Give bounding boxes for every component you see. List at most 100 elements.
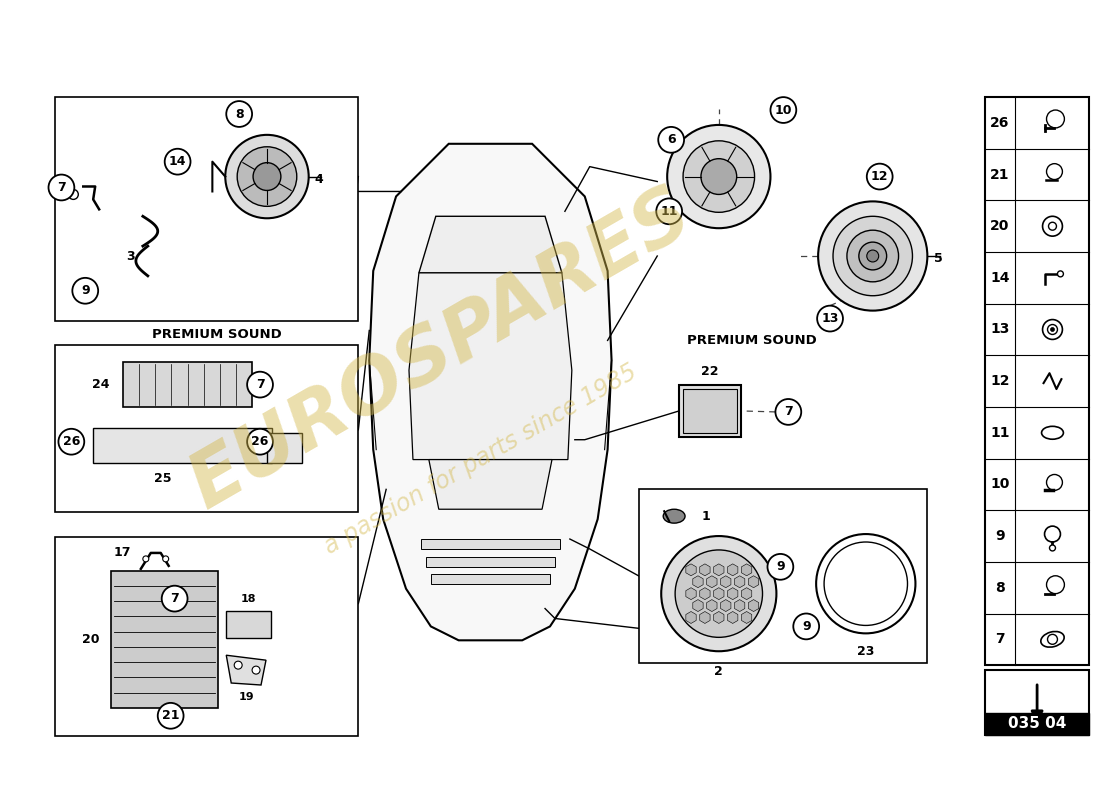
Circle shape — [668, 125, 770, 228]
Circle shape — [226, 135, 309, 218]
Text: 18: 18 — [241, 594, 256, 604]
Text: 1: 1 — [702, 510, 711, 522]
Ellipse shape — [1042, 426, 1064, 439]
Polygon shape — [370, 144, 612, 640]
Bar — [55, 97, 359, 321]
Circle shape — [847, 230, 899, 282]
Text: 7: 7 — [57, 181, 66, 194]
Polygon shape — [419, 216, 562, 273]
Text: 22: 22 — [701, 365, 718, 378]
Circle shape — [1050, 327, 1055, 331]
Circle shape — [238, 146, 297, 206]
Polygon shape — [727, 611, 738, 623]
Text: 21: 21 — [990, 167, 1010, 182]
Bar — [267, 433, 301, 462]
Text: 12: 12 — [871, 170, 889, 183]
Bar — [984, 713, 1089, 734]
Circle shape — [1046, 474, 1063, 490]
Polygon shape — [741, 588, 751, 600]
Text: 8: 8 — [235, 107, 243, 121]
Polygon shape — [741, 611, 751, 623]
Circle shape — [824, 542, 907, 626]
Circle shape — [818, 202, 927, 310]
Polygon shape — [714, 588, 724, 600]
Text: 4: 4 — [315, 173, 323, 186]
Text: 26: 26 — [251, 435, 268, 448]
Circle shape — [776, 399, 801, 425]
Circle shape — [157, 703, 184, 729]
Text: 12: 12 — [990, 374, 1010, 388]
Polygon shape — [727, 588, 738, 600]
Circle shape — [143, 556, 148, 562]
Polygon shape — [693, 600, 703, 611]
Polygon shape — [720, 576, 730, 588]
Polygon shape — [714, 564, 724, 576]
Circle shape — [163, 556, 168, 562]
Circle shape — [165, 149, 190, 174]
Text: 23: 23 — [857, 646, 874, 658]
Text: 7: 7 — [784, 406, 793, 418]
Circle shape — [253, 162, 280, 190]
Polygon shape — [706, 576, 717, 588]
Bar — [55, 346, 359, 512]
Text: PREMIUM SOUND: PREMIUM SOUND — [152, 328, 282, 341]
Text: 7: 7 — [255, 378, 264, 391]
Bar — [421, 539, 560, 549]
Circle shape — [73, 278, 98, 304]
Text: 14: 14 — [990, 271, 1010, 285]
Text: 11: 11 — [990, 426, 1010, 440]
Text: PREMIUM SOUND: PREMIUM SOUND — [688, 334, 817, 347]
Circle shape — [1043, 319, 1063, 339]
Text: 24: 24 — [92, 378, 110, 391]
Polygon shape — [700, 611, 711, 623]
Circle shape — [793, 614, 820, 639]
Bar — [94, 428, 272, 462]
Circle shape — [661, 536, 777, 651]
Bar — [431, 574, 550, 584]
Bar — [984, 97, 1089, 665]
Circle shape — [867, 164, 892, 190]
Text: 3: 3 — [126, 250, 135, 262]
Circle shape — [770, 97, 796, 123]
Circle shape — [248, 429, 273, 454]
Circle shape — [1047, 634, 1057, 644]
Circle shape — [701, 158, 737, 194]
Circle shape — [1046, 110, 1065, 128]
Bar — [984, 670, 1089, 734]
Circle shape — [1046, 576, 1065, 594]
Text: 035 04: 035 04 — [1008, 716, 1066, 731]
Polygon shape — [714, 611, 724, 623]
Circle shape — [1047, 325, 1057, 334]
Polygon shape — [727, 564, 738, 576]
Ellipse shape — [1041, 631, 1064, 647]
Polygon shape — [748, 600, 759, 611]
Bar — [227, 610, 271, 638]
Polygon shape — [429, 459, 552, 510]
Text: 26: 26 — [63, 435, 80, 448]
Circle shape — [58, 429, 85, 454]
Text: 10: 10 — [990, 478, 1010, 491]
Text: 8: 8 — [996, 581, 1004, 594]
Polygon shape — [686, 564, 696, 576]
Bar — [639, 490, 927, 663]
Bar — [55, 537, 359, 736]
Circle shape — [248, 372, 273, 398]
Text: 13: 13 — [990, 322, 1010, 337]
Text: 9: 9 — [802, 620, 811, 633]
Text: 21: 21 — [162, 710, 179, 722]
Text: 20: 20 — [990, 219, 1010, 234]
Circle shape — [675, 550, 762, 638]
Circle shape — [867, 250, 879, 262]
Text: 7: 7 — [996, 632, 1004, 646]
Polygon shape — [227, 655, 266, 685]
Text: 14: 14 — [169, 155, 186, 168]
Polygon shape — [686, 588, 696, 600]
Text: 19: 19 — [239, 692, 254, 702]
Text: a passion for parts since 1985: a passion for parts since 1985 — [320, 360, 641, 559]
Polygon shape — [735, 576, 745, 588]
Polygon shape — [700, 564, 711, 576]
Circle shape — [816, 534, 915, 634]
Bar — [683, 389, 737, 433]
Circle shape — [683, 141, 755, 212]
Circle shape — [833, 216, 913, 296]
